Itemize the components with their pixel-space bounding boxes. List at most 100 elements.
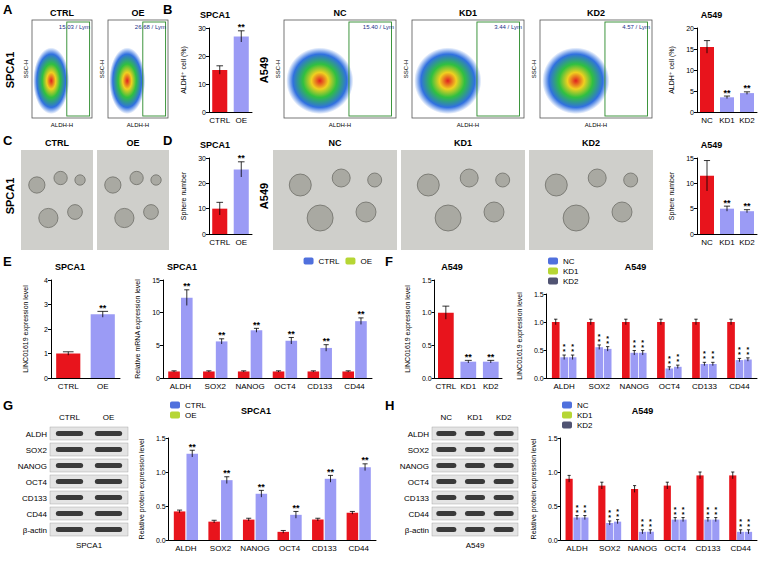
svg-text:0: 0 [44, 375, 48, 382]
svg-text:A549: A549 [701, 10, 723, 20]
svg-text:*: * [649, 523, 652, 530]
svg-text:*: * [739, 523, 742, 530]
svg-text:NANOG: NANOG [240, 544, 269, 553]
svg-text:β-actin: β-actin [23, 526, 47, 535]
svg-text:NANOG: NANOG [628, 544, 657, 553]
svg-text:SSC-H: SSC-H [23, 60, 29, 79]
svg-text:Relative mRNA expression level: Relative mRNA expression level [134, 279, 142, 379]
svg-text:SPCA1: SPCA1 [167, 262, 197, 272]
svg-text:CD44: CD44 [729, 382, 750, 391]
svg-text:KD1: KD1 [461, 382, 477, 391]
svg-text:1: 1 [44, 350, 48, 357]
svg-text:*: * [563, 348, 566, 355]
svg-text:*: * [676, 358, 679, 365]
svg-text:NANOG: NANOG [18, 462, 47, 471]
svg-text:CD133: CD133 [307, 382, 332, 391]
svg-text:OCT4: OCT4 [26, 478, 48, 487]
svg-text:5: 5 [156, 342, 160, 349]
svg-text:OE: OE [97, 382, 109, 391]
svg-text:G: G [3, 398, 13, 413]
svg-text:**: ** [288, 329, 296, 339]
svg-text:ALDH: ALDH [566, 544, 588, 553]
svg-text:β-actin: β-actin [405, 526, 429, 535]
svg-text:ALDH-H: ALDH-H [51, 122, 73, 128]
svg-text:20: 20 [198, 180, 206, 187]
svg-text:Relative protein expression le: Relative protein expression level [138, 438, 146, 539]
svg-text:CTRL: CTRL [209, 238, 230, 247]
svg-text:**: ** [183, 281, 191, 291]
svg-text:30: 30 [198, 155, 206, 162]
svg-text:**: ** [223, 468, 231, 478]
svg-text:*: * [738, 351, 741, 358]
svg-text:NC: NC [329, 138, 342, 148]
svg-text:10: 10 [686, 67, 694, 74]
svg-text:Relative protein expression le: Relative protein expression level [530, 438, 538, 539]
svg-text:A549: A549 [258, 57, 270, 83]
svg-text:SPCA1: SPCA1 [241, 406, 271, 416]
svg-text:CD44: CD44 [348, 544, 369, 553]
svg-text:ALDH: ALDH [170, 382, 192, 391]
svg-text:30: 30 [198, 25, 206, 32]
svg-text:KD1: KD1 [459, 8, 477, 18]
svg-text:**: ** [465, 352, 473, 362]
svg-text:F: F [385, 254, 393, 269]
svg-text:**: ** [723, 198, 731, 208]
svg-text:ALDH: ALDH [175, 544, 197, 553]
svg-text:A549: A549 [625, 262, 647, 272]
svg-text:*: * [668, 360, 671, 367]
svg-text:*: * [641, 344, 644, 351]
svg-text:*: * [576, 509, 579, 516]
svg-text:**: ** [253, 320, 261, 330]
svg-text:*: * [747, 523, 750, 530]
svg-text:1.0: 1.0 [548, 469, 558, 476]
svg-text:A549: A549 [701, 140, 723, 150]
svg-text:SOX2: SOX2 [205, 382, 227, 391]
svg-text:0.0: 0.0 [548, 537, 558, 544]
svg-text:OE: OE [185, 411, 197, 420]
svg-text:*: * [714, 511, 717, 518]
svg-text:*: * [747, 351, 750, 358]
svg-text:A549: A549 [466, 541, 485, 550]
svg-text:NC: NC [334, 8, 347, 18]
svg-text:3.44 / Lym: 3.44 / Lym [494, 24, 522, 30]
svg-text:**: ** [487, 352, 495, 362]
svg-text:OCT4: OCT4 [665, 544, 687, 553]
svg-text:CTRL: CTRL [59, 413, 80, 422]
svg-text:KD1: KD1 [577, 411, 593, 420]
svg-text:SPCA1: SPCA1 [200, 10, 230, 20]
svg-text:*: * [616, 513, 619, 520]
svg-text:NANOG: NANOG [235, 382, 264, 391]
svg-text:20: 20 [686, 25, 694, 32]
svg-text:NC: NC [577, 401, 589, 410]
svg-text:*: * [571, 348, 574, 355]
svg-text:**: ** [743, 83, 751, 93]
svg-text:1.0: 1.0 [534, 319, 544, 326]
svg-text:0.5: 0.5 [156, 503, 166, 510]
svg-text:0.5: 0.5 [534, 347, 544, 354]
svg-text:**: ** [292, 503, 300, 513]
svg-text:Sphere number: Sphere number [668, 171, 676, 220]
svg-text:Sphere number: Sphere number [180, 171, 188, 220]
svg-text:*: * [703, 355, 706, 362]
svg-text:OCT4: OCT4 [659, 382, 681, 391]
svg-text:*: * [641, 523, 644, 530]
svg-text:*: * [633, 344, 636, 351]
svg-text:SSC-H: SSC-H [531, 60, 537, 79]
svg-text:SOX2: SOX2 [599, 544, 621, 553]
svg-text:KD2: KD2 [483, 382, 499, 391]
svg-text:5: 5 [690, 205, 694, 212]
svg-text:OE: OE [235, 116, 247, 125]
svg-text:15: 15 [686, 155, 694, 162]
svg-text:A549: A549 [441, 262, 463, 272]
svg-text:OCT4: OCT4 [279, 544, 301, 553]
svg-text:OCT4: OCT4 [408, 478, 430, 487]
svg-text:1.5: 1.5 [156, 435, 166, 442]
svg-text:**: ** [218, 330, 226, 340]
svg-text:CTRL: CTRL [185, 401, 206, 410]
svg-text:OE: OE [126, 138, 139, 148]
svg-text:ALDH⁺ cell (%): ALDH⁺ cell (%) [668, 46, 676, 94]
svg-text:0: 0 [156, 375, 160, 382]
svg-text:**: ** [238, 153, 246, 163]
svg-text:KD1: KD1 [467, 413, 483, 422]
svg-text:CD44: CD44 [409, 510, 430, 519]
